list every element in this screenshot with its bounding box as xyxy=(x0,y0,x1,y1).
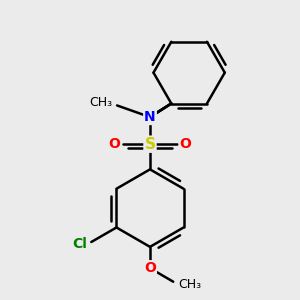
Text: N: N xyxy=(144,110,156,124)
Text: O: O xyxy=(180,137,192,151)
Text: O: O xyxy=(144,261,156,275)
Text: Cl: Cl xyxy=(72,237,87,251)
Text: CH₃: CH₃ xyxy=(178,278,201,291)
Text: CH₃: CH₃ xyxy=(89,96,112,109)
Text: O: O xyxy=(108,137,120,151)
Text: S: S xyxy=(145,137,155,152)
